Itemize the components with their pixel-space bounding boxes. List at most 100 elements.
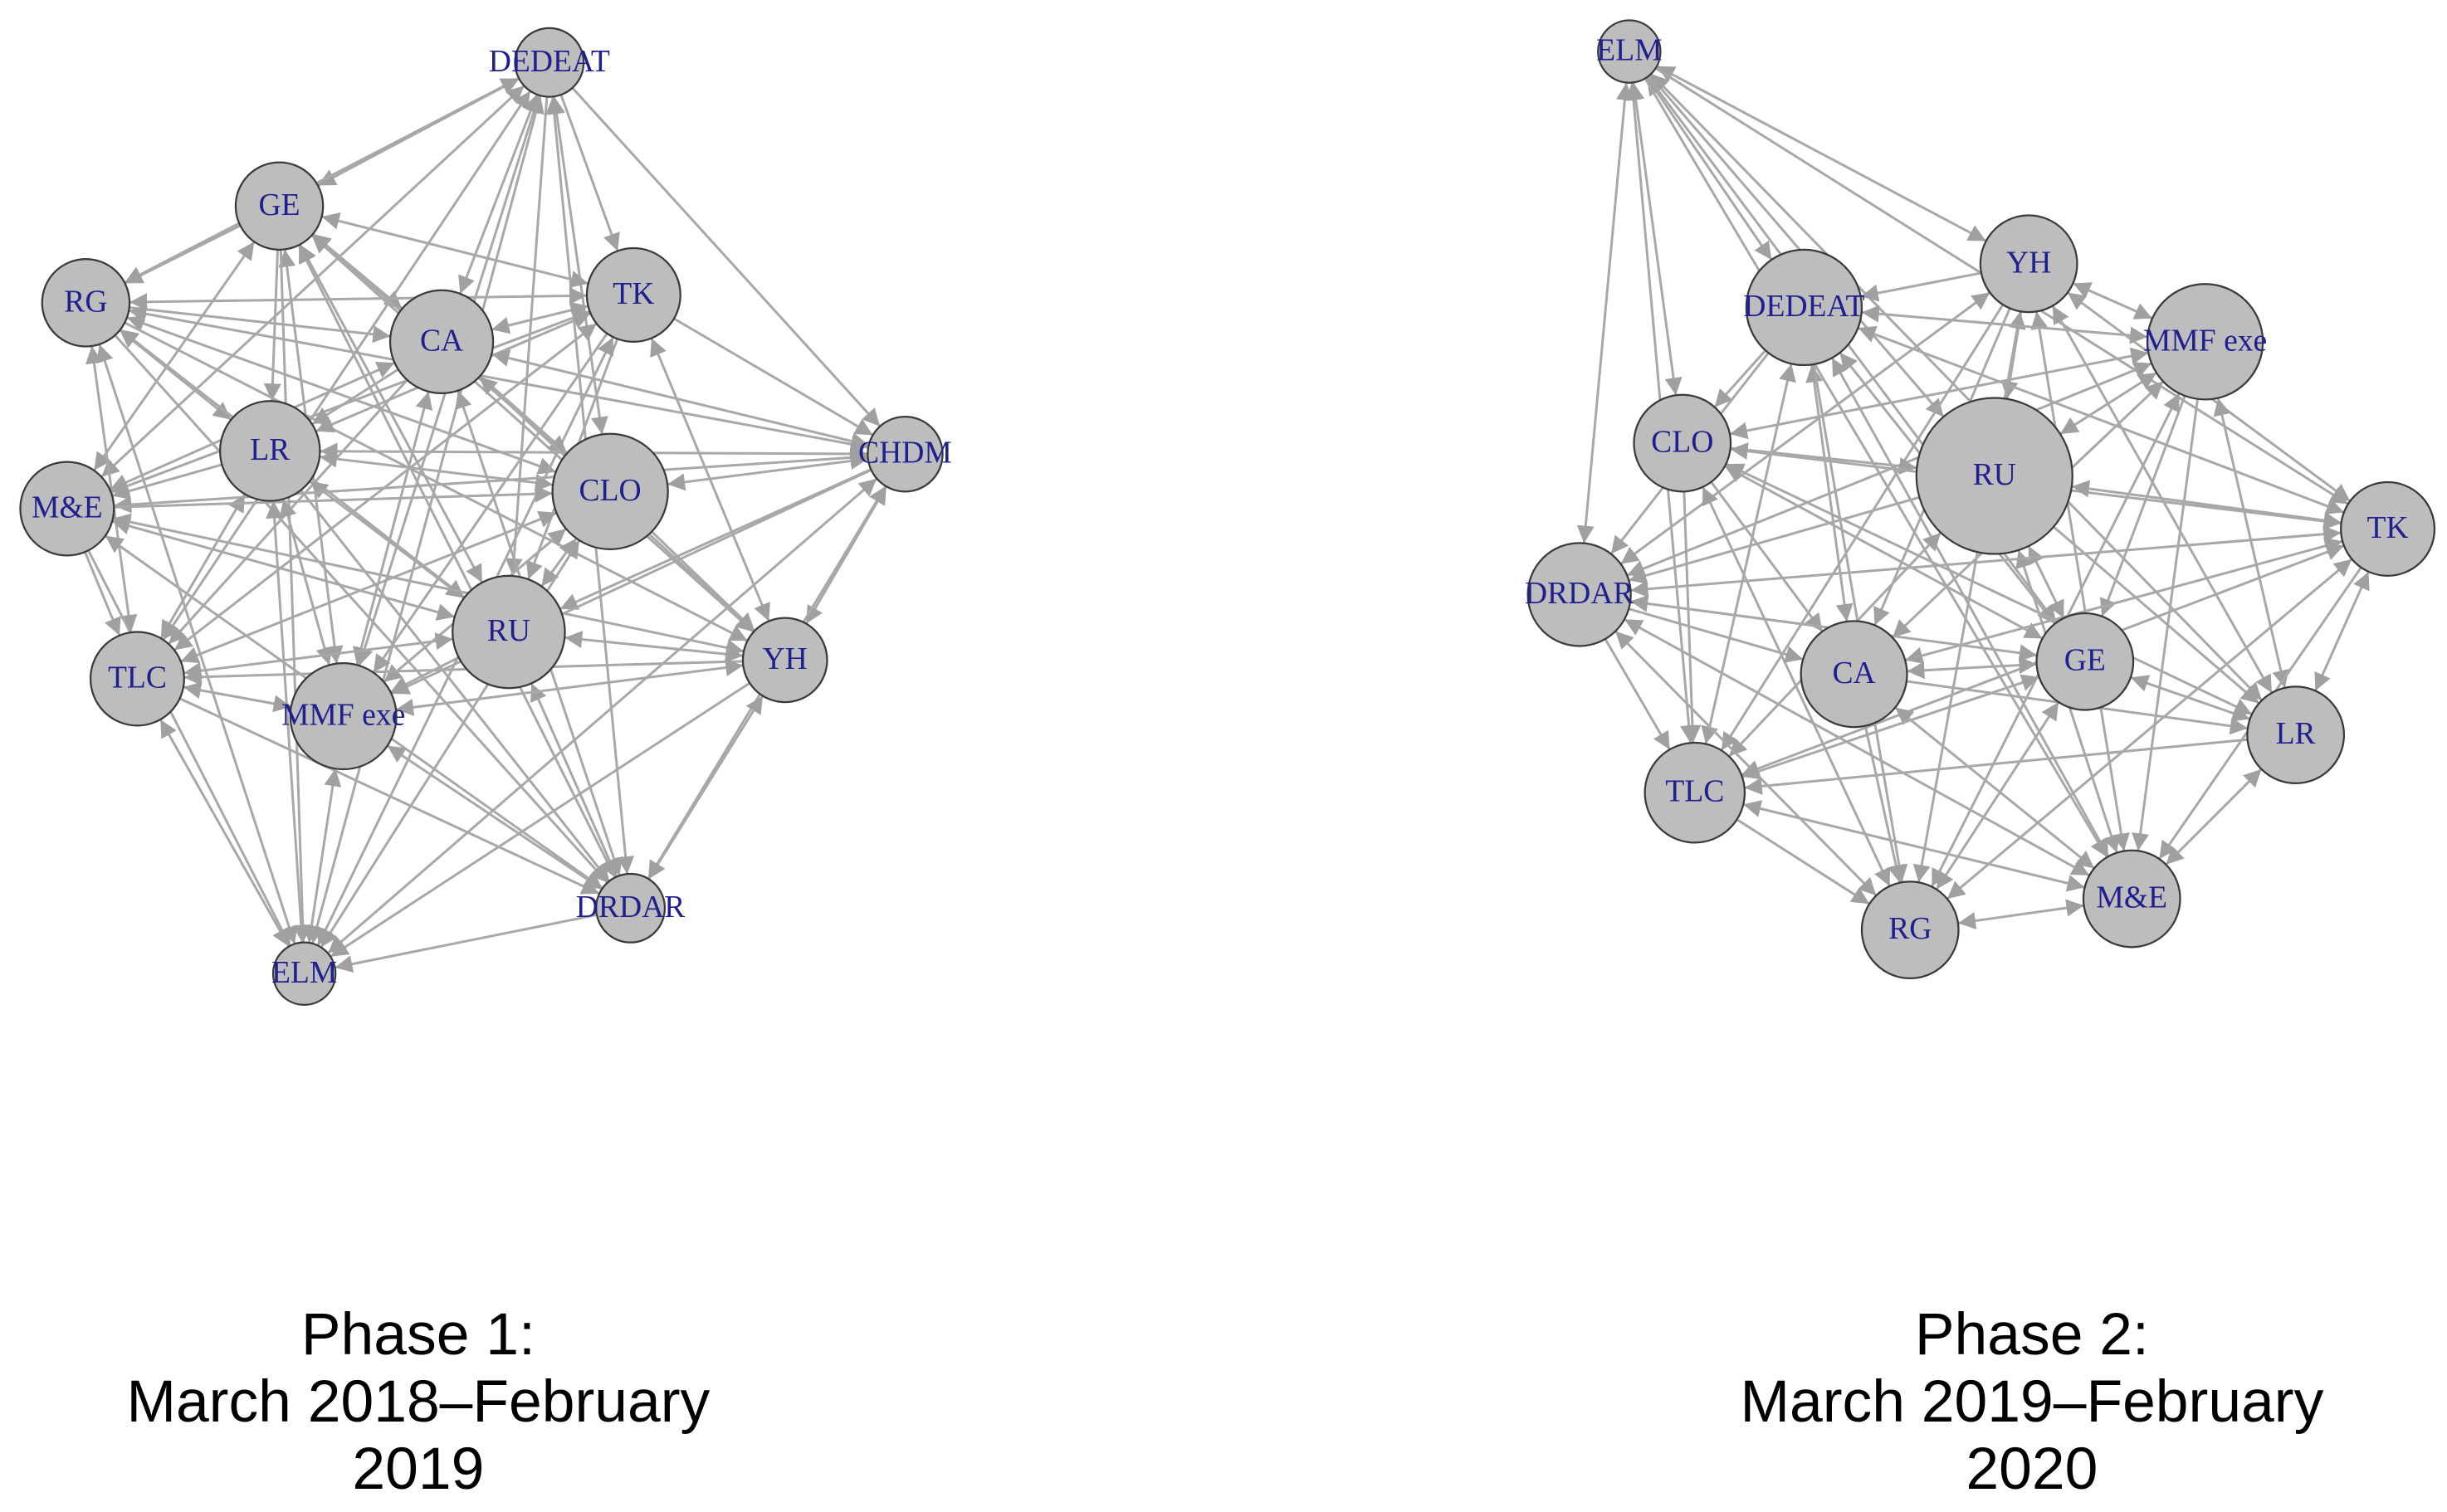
node [2035, 612, 2135, 711]
edge [1957, 899, 2084, 929]
node [1915, 397, 2073, 555]
edge [302, 768, 342, 944]
edge [1744, 738, 2248, 795]
edge [1741, 674, 2040, 780]
node [1526, 542, 1632, 647]
node [19, 461, 115, 557]
edge [1713, 349, 1767, 408]
edge [124, 224, 242, 285]
node-label: ELM [1596, 33, 1662, 68]
node [1745, 248, 1863, 367]
edge [1645, 76, 1773, 261]
node-label: TK [613, 276, 654, 311]
edge [479, 374, 569, 455]
node-label: CA [420, 323, 463, 358]
node-label: TK [2366, 510, 2408, 545]
edge [183, 681, 291, 713]
edge [327, 477, 878, 954]
nodes: DEDEAT GE RG TK CA LR CHDM M&E CLO RU YH TLC MMF exe… [19, 19, 2436, 1007]
caption-line: Phase 1: [301, 1301, 535, 1368]
node [2246, 685, 2346, 785]
node [551, 432, 669, 551]
node [234, 161, 325, 251]
node [1633, 393, 1732, 493]
node-label: MMF exe [2143, 323, 2267, 358]
edge [505, 96, 549, 577]
edge [651, 530, 756, 632]
node-label: YH [2006, 245, 2051, 280]
edge [2130, 675, 2251, 722]
node-label: DRDAR [1525, 576, 1635, 611]
caption-line: 2020 [1966, 1436, 2098, 1502]
edge [395, 658, 744, 716]
edge [335, 913, 598, 973]
edge [183, 632, 453, 680]
edge [1860, 271, 1982, 302]
edge [87, 549, 291, 947]
node [514, 27, 585, 98]
caption-line: March 2018–February [126, 1368, 710, 1435]
node-label: M&E [2096, 880, 2167, 915]
caption-line: Phase 2: [1915, 1301, 2149, 1368]
node-label: RU [1973, 457, 2016, 492]
node [2340, 480, 2436, 577]
edge [647, 695, 764, 880]
edge [1736, 818, 1870, 905]
edge [2165, 768, 2263, 866]
edge [279, 249, 312, 943]
node [2082, 849, 2181, 949]
node [1860, 880, 1960, 980]
node-label: DRDAR [576, 890, 686, 924]
node [1800, 620, 1908, 729]
edge [1742, 800, 2085, 892]
edge [548, 96, 608, 435]
edge [159, 719, 291, 948]
edge [111, 517, 456, 621]
edge [559, 94, 620, 251]
edge [2072, 282, 2153, 320]
edge [1628, 607, 1804, 663]
node-label: YH [763, 641, 808, 676]
edge [83, 551, 121, 637]
node [1644, 741, 1746, 844]
node-label: M&E [32, 490, 103, 525]
node [289, 662, 398, 771]
edge [279, 499, 334, 666]
node-label: GE [2064, 643, 2106, 678]
edge [2314, 571, 2370, 692]
edge [159, 493, 247, 639]
node [452, 574, 566, 690]
node-label: RG [64, 284, 107, 319]
node-label: TLC [1665, 774, 1724, 809]
node [218, 400, 321, 502]
node [1979, 214, 2078, 314]
edge [1863, 725, 1905, 884]
node-label: DEDEAT [1743, 289, 1864, 324]
node [595, 872, 667, 944]
node-label: RG [1888, 911, 1932, 946]
edge [1576, 82, 1634, 544]
edge [564, 631, 744, 663]
edge [263, 249, 281, 402]
node-label: ELM [271, 955, 337, 990]
node-label: TLC [108, 660, 167, 695]
node [388, 289, 495, 395]
node-label: GE [258, 188, 300, 222]
edge [1604, 638, 1671, 750]
node [271, 941, 337, 1007]
node-label: CHDM [858, 436, 952, 471]
edge [1907, 656, 2037, 680]
node [741, 617, 828, 704]
edge [458, 94, 540, 295]
edge [114, 485, 553, 509]
node [89, 631, 185, 727]
caption-line: March 2019–February [1740, 1368, 2323, 1435]
node [585, 246, 681, 343]
node-label: CLO [579, 473, 642, 508]
edge [386, 744, 603, 890]
node [41, 258, 131, 348]
edge [2071, 480, 2342, 529]
